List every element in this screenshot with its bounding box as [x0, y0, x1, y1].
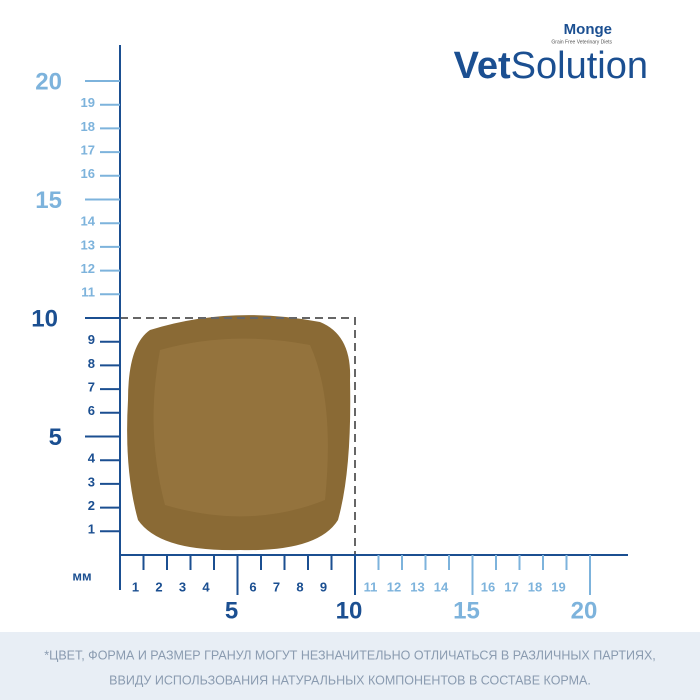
product-name: VetSolution [454, 45, 648, 87]
x-tick-label: 19 [551, 579, 565, 594]
y-tick-label: 3 [88, 474, 95, 489]
x-tick-label: 4 [202, 579, 210, 594]
x-tick-label: 13 [410, 579, 424, 594]
y-tick-label: 17 [81, 143, 95, 158]
y-tick-label: 16 [81, 166, 95, 181]
logo: Monge Grain Free Veterinary Diets VetSol… [454, 21, 648, 87]
tagline: Grain Free Veterinary Diets [551, 39, 612, 45]
x-tick-label: 9 [320, 579, 327, 594]
size-box [120, 317, 356, 555]
kibble [127, 315, 351, 551]
footer-band [0, 632, 700, 700]
y-tick-label: 5 [49, 424, 62, 451]
x-tick-label: 18 [528, 579, 542, 594]
unit-label: мм [72, 568, 91, 583]
kibble-highlight [153, 338, 328, 517]
x-tick-label: 6 [249, 579, 256, 594]
y-tick-label: 20 [35, 68, 62, 95]
y-tick-label: 6 [88, 403, 95, 418]
x-tick-label: 8 [296, 579, 303, 594]
x-tick-label: 16 [481, 579, 495, 594]
y-tick-label: 4 [88, 451, 96, 466]
x-tick-label: 1 [132, 579, 139, 594]
x-tick-label: 10 [336, 597, 363, 624]
x-tick-label: 11 [364, 579, 378, 594]
x-tick-label: 12 [387, 579, 401, 594]
y-tick-label: 18 [81, 119, 95, 134]
y-tick-label: 7 [88, 380, 95, 395]
y-tick-label: 19 [81, 95, 95, 110]
y-tick-label: 12 [81, 261, 95, 276]
disclaimer: *ЦВЕТ, ФОРМА И РАЗМЕР ГРАНУЛ МОГУТ НЕЗНА… [44, 648, 656, 662]
y-tick-label: 8 [88, 356, 95, 371]
y-tick-label: 11 [81, 285, 95, 300]
y-tick-label: 1 [88, 522, 95, 537]
product-bold: Vet [454, 45, 511, 87]
x-tick-label: 14 [434, 579, 449, 594]
x-tick-label: 7 [273, 579, 280, 594]
y-tick-label: 14 [81, 214, 96, 229]
disclaimer: ВВИДУ ИСПОЛЬЗОВАНИЯ НАТУРАЛЬНЫХ КОМПОНЕН… [109, 673, 591, 687]
y-tick-label: 2 [88, 498, 95, 513]
product: Solution [511, 45, 648, 87]
y-tick-label: 9 [88, 332, 95, 347]
brand: Monge [564, 21, 612, 38]
x-tick-label: 2 [155, 579, 162, 594]
x-tick-label: 15 [453, 597, 480, 624]
x-tick-label: 17 [504, 579, 518, 594]
y-tick-label: 13 [81, 237, 95, 252]
x-tick-label: 5 [225, 597, 238, 624]
x-tick-label: 3 [179, 579, 186, 594]
x-tick-label: 20 [571, 597, 598, 624]
y-tick-label: 10 [31, 305, 58, 332]
y-tick-label: 15 [35, 187, 62, 214]
